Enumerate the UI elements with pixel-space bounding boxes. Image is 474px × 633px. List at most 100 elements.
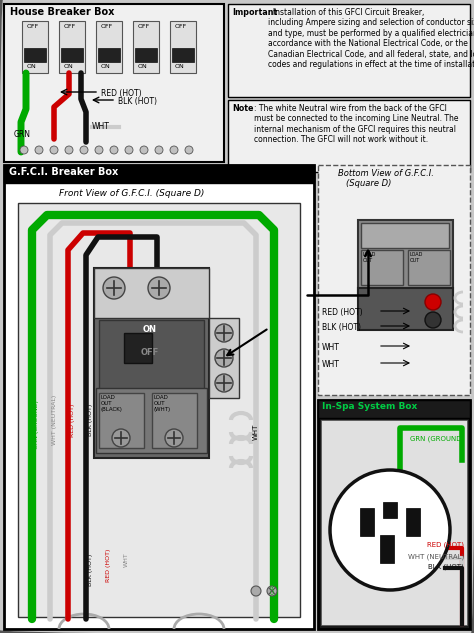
Bar	[4, 165, 314, 183]
Text: BLK (HOT): BLK (HOT)	[88, 554, 93, 586]
Circle shape	[112, 429, 130, 447]
Text: : The white Neutral wire from the back of the GFCI
must be connected to the inco: : The white Neutral wire from the back o…	[254, 104, 458, 144]
Circle shape	[35, 146, 43, 154]
Bar	[406, 508, 420, 536]
Bar	[408, 250, 450, 285]
Bar	[4, 165, 314, 629]
Text: Front View of G.F.C.I. (Square D): Front View of G.F.C.I. (Square D)	[59, 189, 204, 198]
Circle shape	[185, 146, 193, 154]
Bar	[228, 4, 470, 97]
Text: OFF: OFF	[175, 24, 187, 29]
Text: LOAD
OUT: LOAD OUT	[410, 252, 423, 263]
Text: OFF: OFF	[64, 24, 76, 29]
Text: BLK (HOT): BLK (HOT)	[428, 564, 464, 570]
Circle shape	[251, 586, 261, 596]
Text: LOAD
OUT
(WHT): LOAD OUT (WHT)	[154, 395, 171, 411]
Bar	[152, 393, 197, 448]
Text: (Square D): (Square D)	[346, 179, 392, 188]
Bar	[24, 48, 46, 62]
Bar	[318, 400, 470, 418]
Text: GRN (GROUND): GRN (GROUND)	[271, 401, 276, 449]
Text: : Installation of this GFCI Circuit Breaker,
including Ampere sizing and selecti: : Installation of this GFCI Circuit Brea…	[268, 8, 474, 69]
Bar	[96, 21, 122, 73]
Bar	[321, 420, 467, 625]
Bar	[318, 400, 470, 629]
Text: LOAD
OUT: LOAD OUT	[363, 252, 376, 263]
Bar	[170, 21, 196, 73]
Text: WHT (NEUTRAL): WHT (NEUTRAL)	[52, 395, 57, 445]
Text: Note: Note	[232, 104, 254, 113]
Bar	[94, 268, 209, 318]
Text: WHT: WHT	[322, 360, 340, 369]
Bar	[133, 21, 159, 73]
Text: WHT (NEUTRAL): WHT (NEUTRAL)	[408, 554, 464, 560]
Circle shape	[425, 294, 441, 310]
Bar	[361, 250, 403, 285]
Bar	[361, 223, 449, 248]
Circle shape	[140, 146, 148, 154]
Text: In-Spa System Box: In-Spa System Box	[322, 402, 417, 411]
Text: LOAD
OUT
(BLACK): LOAD OUT (BLACK)	[101, 395, 123, 411]
Text: ON: ON	[175, 64, 185, 69]
Text: WHT: WHT	[322, 343, 340, 352]
Bar	[22, 21, 48, 73]
Circle shape	[155, 146, 163, 154]
Text: G.F.C.I. Breaker Box: G.F.C.I. Breaker Box	[9, 167, 118, 177]
Bar	[59, 21, 85, 73]
Bar	[96, 388, 207, 453]
Circle shape	[80, 146, 88, 154]
Circle shape	[110, 146, 118, 154]
Text: ON: ON	[138, 64, 148, 69]
Bar	[358, 288, 453, 330]
Circle shape	[170, 146, 178, 154]
Circle shape	[215, 349, 233, 367]
Text: WHT: WHT	[124, 553, 129, 567]
Bar	[99, 320, 204, 390]
Circle shape	[103, 277, 125, 299]
Text: OFF: OFF	[141, 348, 159, 357]
Text: ON: ON	[64, 64, 74, 69]
Bar	[383, 502, 397, 518]
Bar	[318, 165, 470, 395]
Circle shape	[215, 374, 233, 392]
Bar	[124, 333, 152, 363]
Circle shape	[330, 470, 450, 590]
Text: RED (HOT): RED (HOT)	[101, 89, 142, 98]
Text: RED (HOT): RED (HOT)	[322, 308, 363, 317]
Circle shape	[95, 146, 103, 154]
Bar	[99, 393, 144, 448]
Text: BLK (HOT): BLK (HOT)	[118, 97, 157, 106]
Bar	[209, 318, 239, 398]
Text: RED (HOT): RED (HOT)	[70, 403, 75, 437]
Bar	[228, 100, 470, 172]
Text: GRN (GROUND): GRN (GROUND)	[410, 435, 464, 441]
Circle shape	[165, 429, 183, 447]
Bar	[358, 220, 453, 295]
Text: GRN (GROUND): GRN (GROUND)	[271, 546, 276, 594]
Bar	[61, 48, 83, 62]
Bar	[94, 268, 209, 458]
Bar	[135, 48, 157, 62]
Bar	[98, 48, 120, 62]
Text: BLK (HOT): BLK (HOT)	[88, 404, 93, 436]
Circle shape	[425, 312, 441, 328]
Bar	[380, 535, 394, 563]
Text: BLK (HOT): BLK (HOT)	[322, 323, 361, 332]
Circle shape	[50, 146, 58, 154]
Bar	[4, 4, 224, 162]
Text: Bottom View of G.F.C.I.: Bottom View of G.F.C.I.	[338, 169, 434, 178]
Circle shape	[148, 277, 170, 299]
Circle shape	[125, 146, 133, 154]
Circle shape	[267, 586, 277, 596]
Text: OFF: OFF	[101, 24, 113, 29]
Text: GRN (GROUND): GRN (GROUND)	[34, 401, 39, 449]
Text: WHT: WHT	[92, 122, 110, 131]
Text: ON: ON	[143, 325, 157, 334]
Text: OFF: OFF	[27, 24, 39, 29]
Text: Important: Important	[232, 8, 277, 17]
Text: RED (HOT): RED (HOT)	[106, 548, 111, 582]
Text: GRN: GRN	[14, 130, 31, 139]
Text: OFF: OFF	[138, 24, 150, 29]
Circle shape	[20, 146, 28, 154]
Circle shape	[215, 324, 233, 342]
